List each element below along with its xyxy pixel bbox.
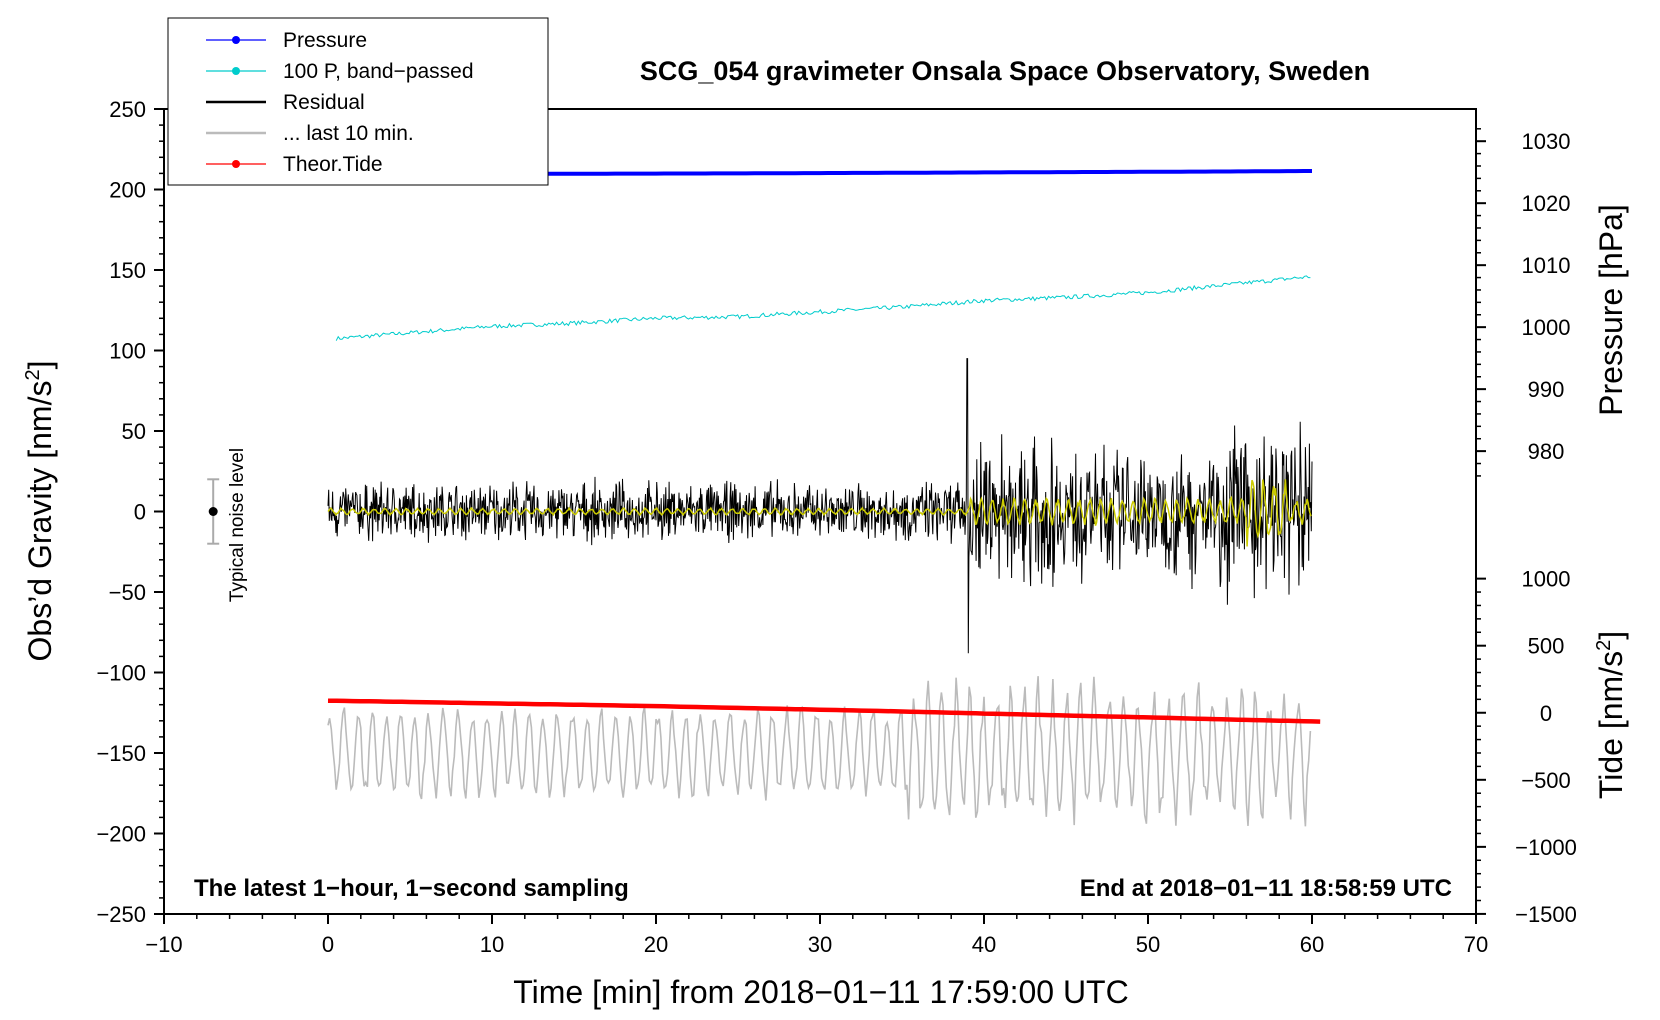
- y-tick-label-3: 100: [109, 339, 146, 364]
- tide-tick-label-0: 1000: [1522, 567, 1571, 592]
- legend-dot-4: [232, 160, 240, 168]
- residual-line: [327, 358, 1313, 654]
- legend-label-0: Pressure: [283, 29, 367, 52]
- residual-smoothed-line: [327, 479, 1312, 547]
- y-tick-label-10: −250: [96, 902, 146, 927]
- y-axis-title-tide-main: Tide [nm/s: [1593, 651, 1629, 799]
- y-axis-title-left: Obs’d Gravity [nm/s2]: [22, 361, 58, 662]
- x-tick-label-4: 30: [808, 932, 832, 957]
- y-axis-title-tide-end: ]: [1593, 631, 1629, 640]
- series-residual-smoothed: [327, 479, 1312, 547]
- noise-center-dot: [208, 507, 218, 516]
- pressure-tick-label-0: 1030: [1522, 129, 1571, 154]
- series-100p-band-passed: [335, 275, 1311, 341]
- series-theor-tide: [327, 698, 1321, 724]
- x-tick-label-2: 10: [480, 932, 504, 957]
- x-tick-label-7: 60: [1300, 932, 1324, 957]
- pressure-tick-label-4: 990: [1528, 377, 1565, 402]
- noise-level-marker: [207, 478, 220, 545]
- legend-label-3: ... last 10 min.: [283, 122, 414, 145]
- y-axis-title-left-end: ]: [22, 361, 58, 370]
- y-tick-label-4: 50: [122, 419, 146, 444]
- tide-tick-label-3: −500: [1521, 768, 1571, 793]
- tide-tick-label-5: −1500: [1515, 902, 1577, 927]
- y-tick-label-2: 150: [109, 258, 146, 283]
- legend-dot-0: [232, 36, 240, 44]
- y-tick-label-0: 250: [109, 97, 146, 122]
- annotation-right: End at 2018−01−11 18:58:59 UTC: [1080, 875, 1452, 902]
- pressure-tick-label-2: 1010: [1522, 253, 1571, 278]
- x-tick-label-1: 0: [322, 932, 334, 957]
- tide-axis-ticks: 1000 500 0 −500 −1000 −1500: [1476, 567, 1577, 927]
- band-passed-line: [335, 275, 1311, 341]
- legend-label-4: Theor.Tide: [283, 153, 383, 176]
- y-axis-title-tide: Tide [nm/s2]: [1593, 631, 1629, 799]
- chart-title: SCG_054 gravimeter Onsala Space Observat…: [640, 56, 1370, 86]
- y-axis-title-pressure: Pressure [hPa]: [1593, 204, 1629, 416]
- x-tick-label-8: 70: [1464, 932, 1488, 957]
- theor-tide-line: [327, 698, 1321, 724]
- pressure-tick-label-3: 1000: [1522, 315, 1571, 340]
- pressure-axis-ticks: 1030 1020 1010 1000 990 980: [1476, 128, 1571, 477]
- x-axis-ticks: −10 0 10 20 30 40 50 60 70: [145, 914, 1488, 957]
- tide-tick-label-4: −1000: [1515, 835, 1577, 860]
- y-axis-ticks: 250 200 150 100 50 0 −50 −100 −150 −200 −250: [96, 97, 164, 927]
- series-last-10-min: [327, 676, 1312, 827]
- pressure-tick-label-5: 980: [1528, 439, 1565, 464]
- legend-dot-1: [232, 67, 240, 75]
- legend-label-2: Residual: [283, 91, 365, 114]
- y-axis-title-tide-sup: 2: [1593, 640, 1615, 651]
- annotation-left: The latest 1−hour, 1−second sampling: [194, 875, 629, 902]
- x-tick-label-5: 40: [972, 932, 996, 957]
- y-tick-label-8: −150: [96, 741, 146, 766]
- y-tick-label-7: −100: [96, 661, 146, 686]
- y-tick-label-6: −50: [109, 580, 146, 605]
- y-axis-title-left-main: Obs’d Gravity [nm/s: [22, 381, 58, 662]
- pressure-tick-label-1: 1020: [1522, 191, 1571, 216]
- y-axis-title-left-sup: 2: [22, 369, 44, 380]
- tide-tick-label-1: 500: [1528, 634, 1565, 659]
- x-tick-label-3: 20: [644, 932, 668, 957]
- last-10-min-line: [327, 676, 1312, 827]
- noise-level-label: Typical noise level: [227, 448, 248, 602]
- series-residual: [327, 358, 1313, 654]
- y-tick-label-5: 0: [134, 500, 146, 525]
- y-tick-label-1: 200: [109, 178, 146, 203]
- x-tick-label-6: 50: [1136, 932, 1160, 957]
- y-tick-label-9: −200: [96, 822, 146, 847]
- x-tick-label-0: −10: [145, 932, 182, 957]
- legend: Pressure 100 P, band−passed Residual ... la…: [167, 17, 549, 186]
- x-axis-title: Time [min] from 2018−01−11 17:59:00 UTC: [513, 974, 1128, 1010]
- legend-label-1: 100 P, band−passed: [283, 60, 474, 83]
- tide-tick-label-2: 0: [1540, 701, 1552, 726]
